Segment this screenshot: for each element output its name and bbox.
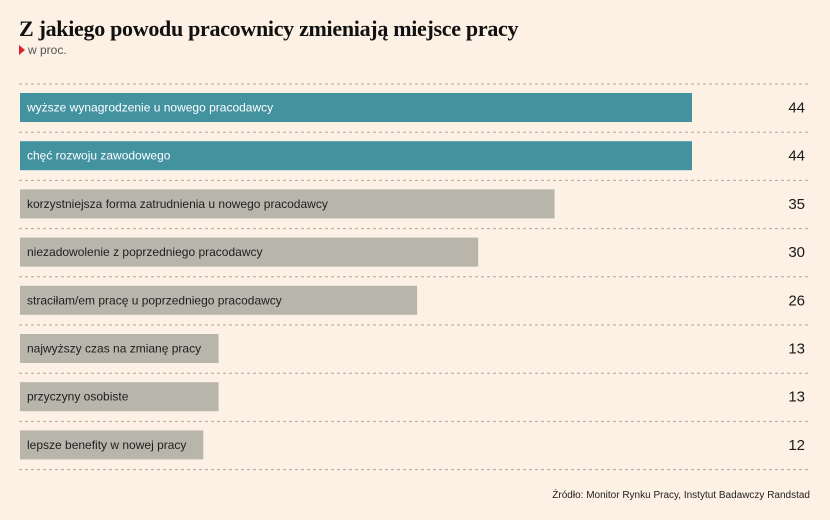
bar [20,382,219,412]
bar [20,334,219,363]
bar-value-label: 44 [788,148,805,165]
bar [20,141,692,171]
bar-chart: wyższe wynagrodzenie u nowego pracodawcy… [19,83,810,471]
bar [20,237,479,267]
bar [20,285,418,315]
bar-category-label: straciłam/em pracę u poprzedniego pracod… [27,293,282,307]
bar [20,189,555,219]
source-note: Źródło: Monitor Rynku Pracy, Instytut Ba… [552,490,810,501]
bar-value-label: 30 [788,244,805,261]
bar-category-label: najwyższy czas na zmianę pracy [27,342,201,356]
chart-title: Z jakiego powodu pracownicy zmieniają mi… [19,16,519,41]
bar-value-label: 35 [788,196,805,213]
bar-category-label: wyższe wynagrodzenie u nowego pracodawcy [26,101,273,115]
bar-category-label: korzystniejsza forma zatrudnienia u nowe… [27,197,328,211]
bar-value-label: 13 [788,389,805,406]
bar-category-label: niezadowolenie z poprzedniego pracodawcy [27,245,263,259]
bar-value-label: 12 [788,437,805,454]
bar-category-label: chęć rozwoju zawodowego [27,149,171,163]
chart-subtitle: w proc. [19,43,67,57]
bar-value-label: 13 [788,341,805,358]
bar [20,93,692,122]
unit-label: w proc. [28,43,67,57]
bar-category-label: lepsze benefity w nowej pracy [27,438,186,452]
bar-category-label: przyczyny osobiste [27,390,129,404]
bar-value-label: 26 [788,292,805,309]
bar [20,430,204,460]
triangle-marker-icon [19,45,25,55]
bar-value-label: 44 [788,100,805,117]
